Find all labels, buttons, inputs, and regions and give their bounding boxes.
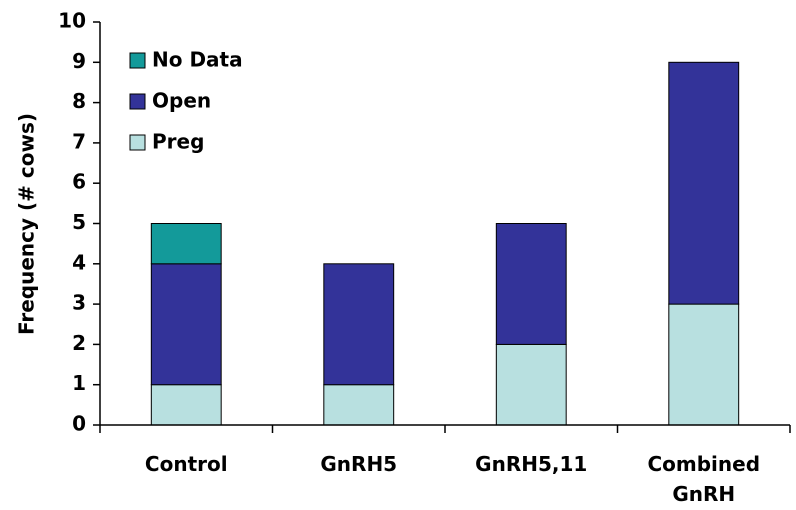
bar-segment [323,263,395,386]
legend-label: No Data [152,48,243,72]
y-tick-label: 3 [72,291,86,315]
legend-swatch [129,134,146,151]
y-tick-label: 2 [72,331,86,355]
bar-segment [668,303,740,426]
y-axis-label: Frequency (# cows) [15,113,39,335]
y-tick-label: 6 [72,170,86,194]
bar-segment [495,223,567,345]
x-tick-label: Combined GnRH [647,452,761,506]
y-tick-label: 0 [72,412,86,436]
y-tick-label: 10 [58,9,86,33]
legend-label: Open [152,89,211,113]
x-tick-label: GnRH5,11 [475,452,588,476]
legend-label: Preg [152,130,204,154]
y-tick-label: 1 [72,371,86,395]
y-tick-label: 7 [72,129,86,153]
y-tick-label: 9 [72,49,86,73]
y-tick-label: 5 [72,210,86,234]
bar-segment [668,61,740,305]
x-tick-label: Control [144,452,228,476]
legend-swatch [129,93,146,110]
y-tick-label: 8 [72,89,86,113]
bar-segment [150,384,222,426]
bar-segment [150,263,222,386]
legend-swatch [129,52,146,69]
bar-segment [150,223,222,265]
y-tick-label: 4 [72,250,86,274]
x-tick-label: GnRH5 [320,452,398,476]
bar-segment [323,384,395,426]
bar-segment [495,343,567,426]
